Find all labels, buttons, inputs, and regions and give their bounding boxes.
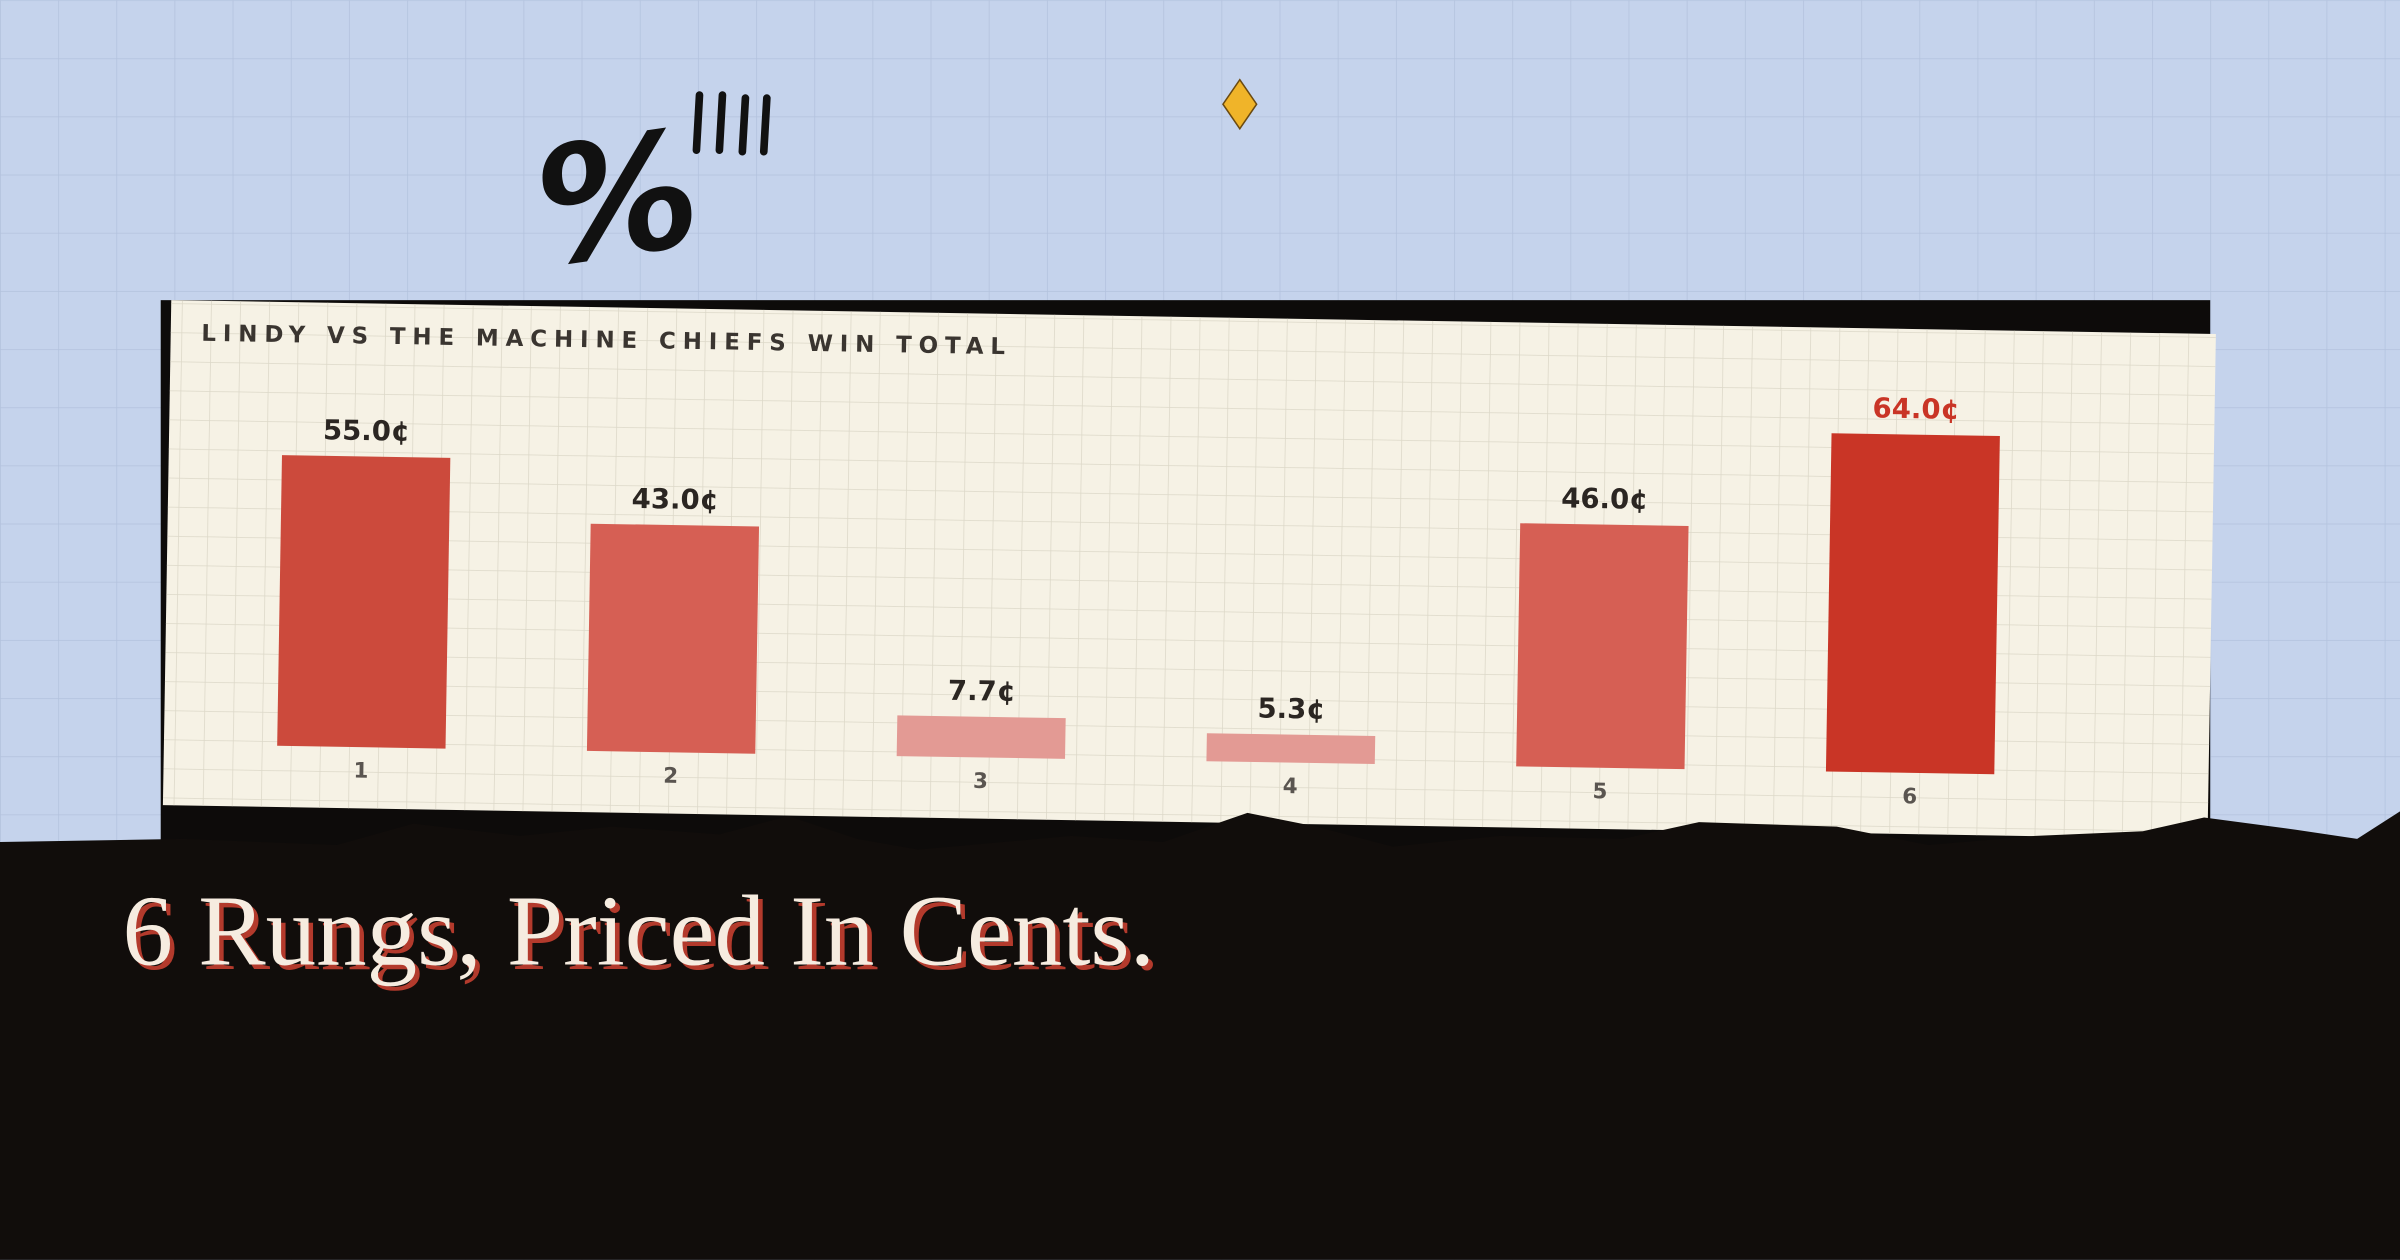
torn-footer (0, 811, 2400, 1260)
x-tick-label: 5 (1592, 779, 1607, 804)
x-tick-label: 6 (1902, 784, 1917, 809)
bar (1206, 733, 1376, 764)
tally-marks (692, 91, 771, 156)
value-label: 64.0¢ (1872, 392, 1960, 425)
bar (896, 715, 1066, 759)
x-tick-label: 3 (973, 769, 988, 794)
diamond (1222, 78, 1258, 131)
value-label: 7.7¢ (948, 675, 1016, 708)
bar (1825, 433, 2000, 775)
value-label: 43.0¢ (631, 483, 719, 516)
x-tick-label: 2 (663, 764, 678, 789)
headline: 6 Rungs, Priced In Cents. (122, 875, 1155, 987)
value-label: 55.0¢ (323, 414, 411, 447)
value-label: 46.0¢ (1561, 482, 1649, 515)
bar (277, 455, 451, 749)
decor-symbol: % (525, 95, 710, 303)
bar (1516, 523, 1689, 770)
chart-paper: LINDY VS THE MACHINE CHIEFS WIN TOTAL 55… (162, 300, 2216, 840)
x-tick-label: 4 (1283, 774, 1298, 799)
headline-shadow: 6 Rungs, Priced In Cents. (127, 879, 1160, 991)
bar (586, 523, 760, 754)
x-tick-label: 1 (353, 759, 368, 784)
value-label: 5.3¢ (1257, 693, 1325, 726)
